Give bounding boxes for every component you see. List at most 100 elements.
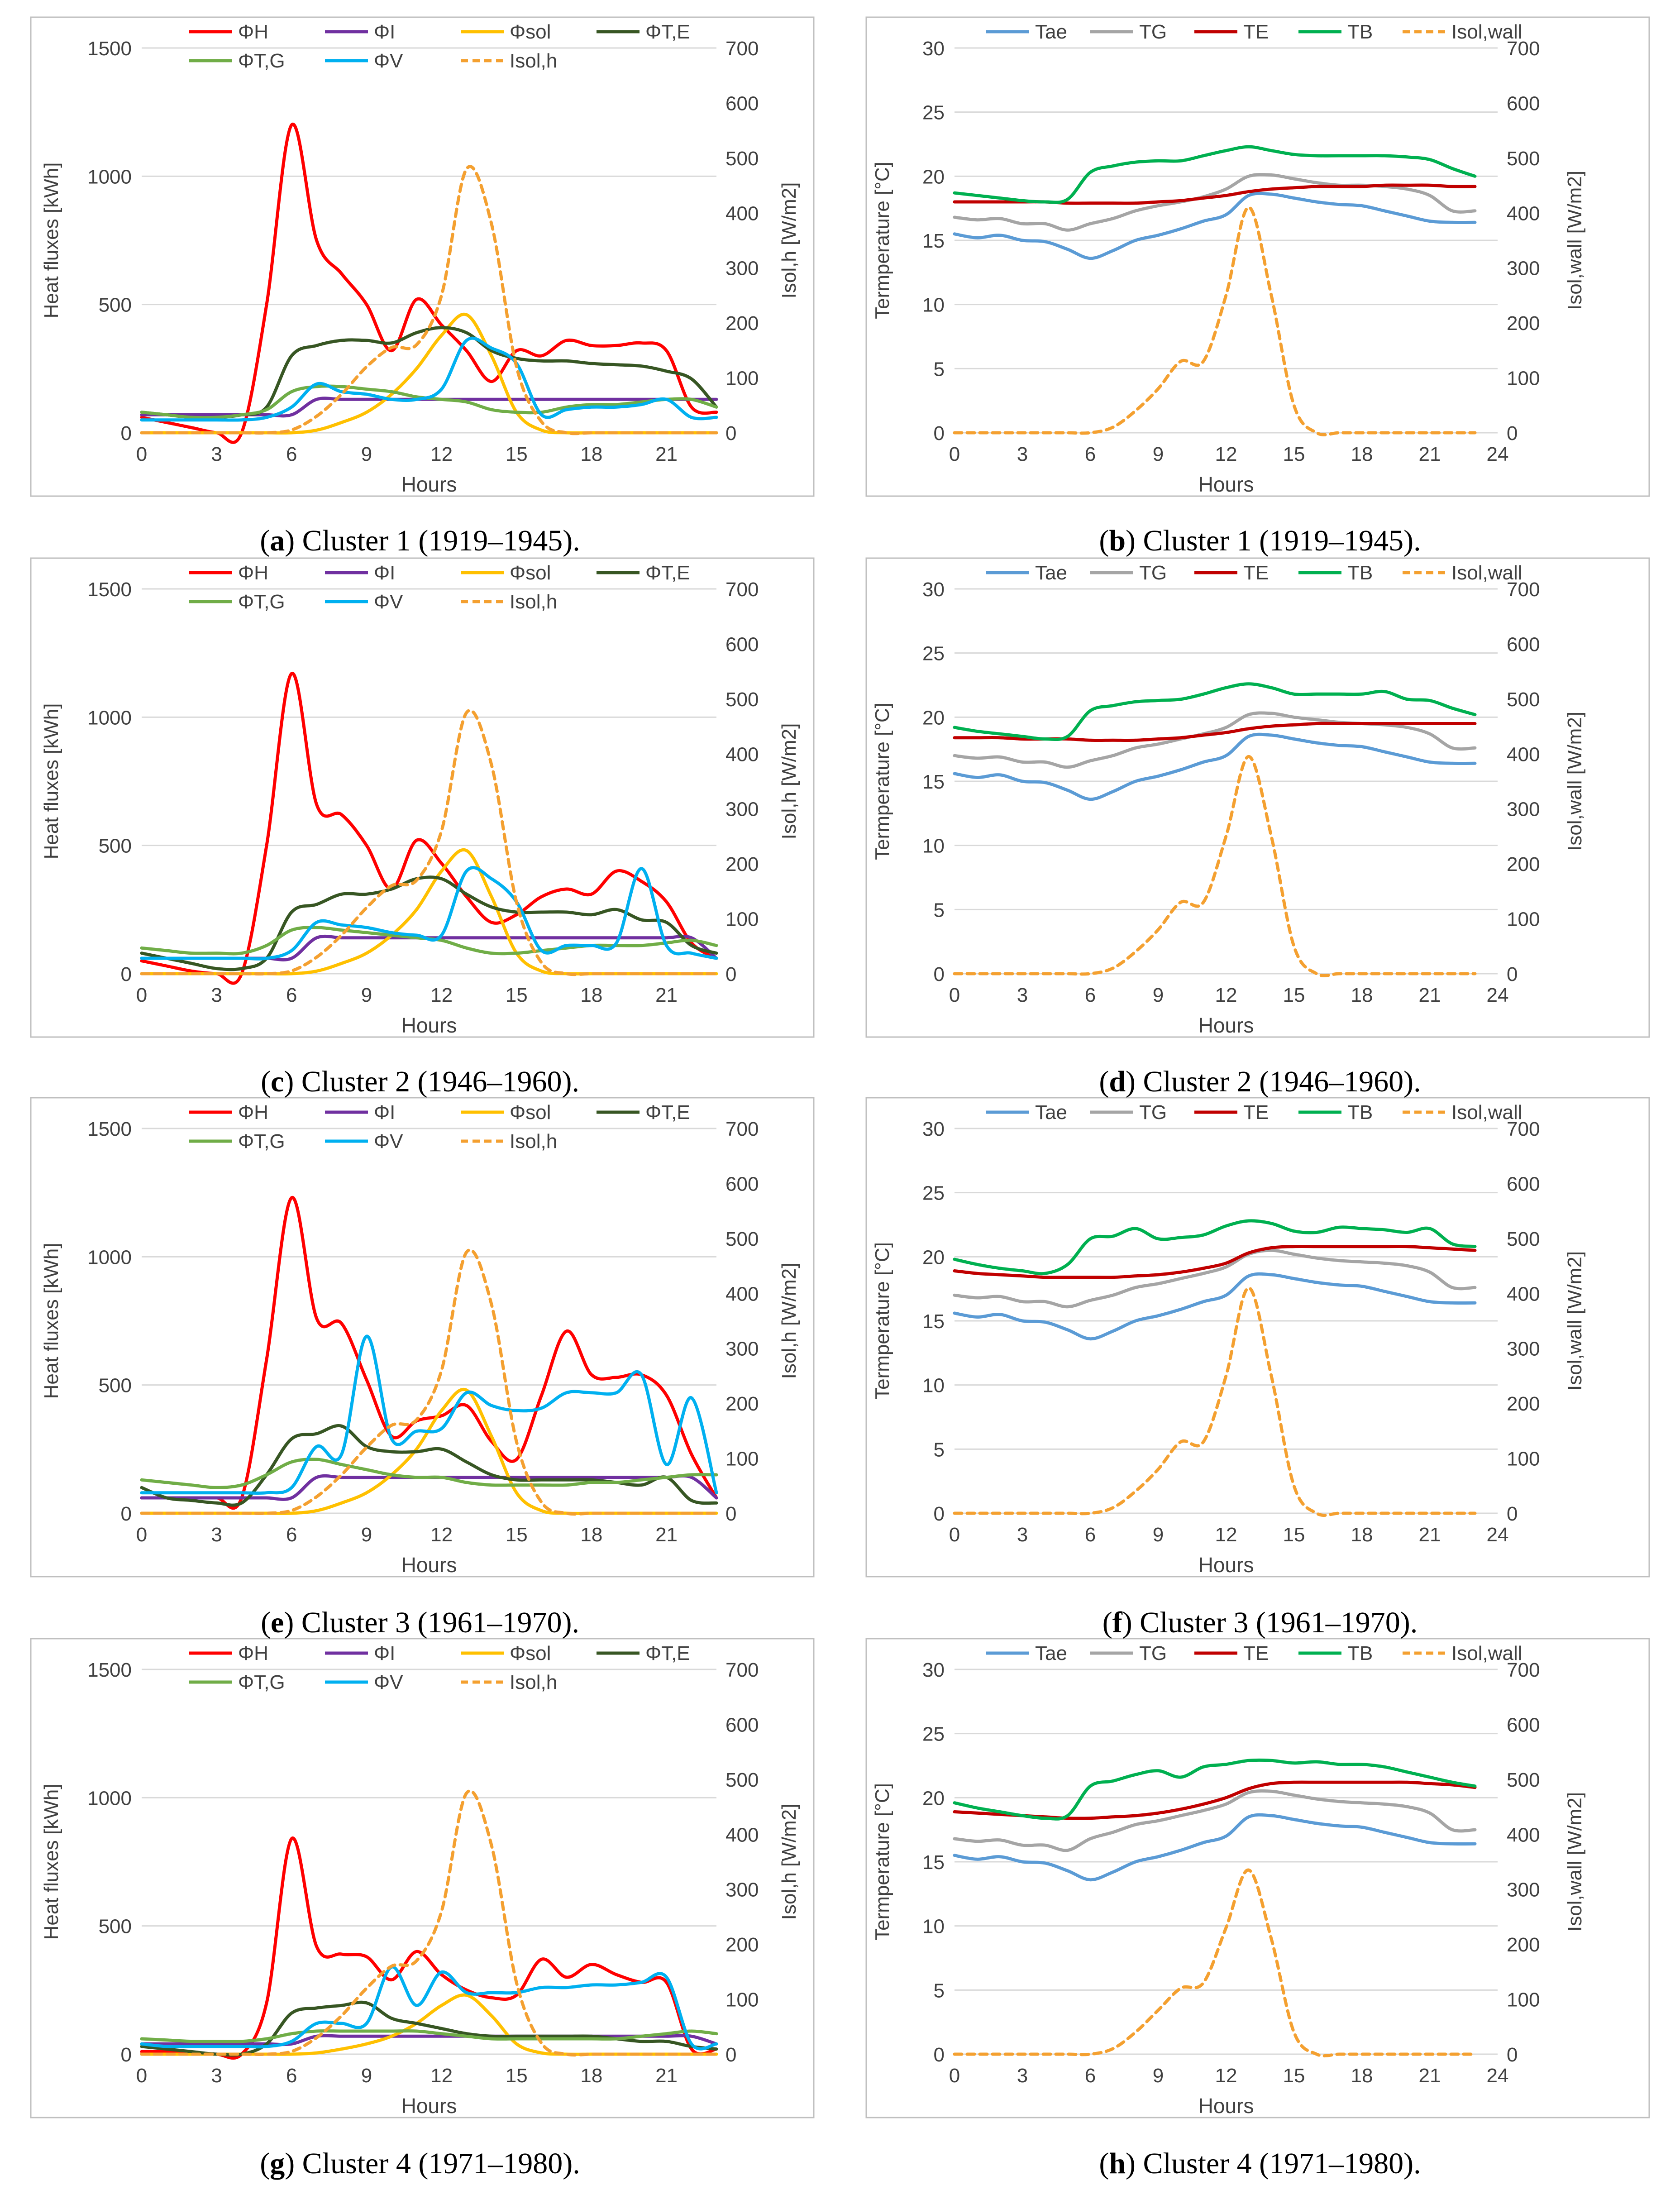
- series-line-TE: [953, 1244, 1477, 1279]
- legend-label: TE: [1243, 1101, 1269, 1124]
- x-tick-label: 12: [430, 984, 453, 1006]
- chart-panel-c: 0 500 1000 1500 0 100 200 300 400 500 600 700 0 3 6 9 12…: [30, 557, 815, 1038]
- y-axis-label: Heat fluxes [kWh]: [40, 1784, 62, 1940]
- x-tick-label: 12: [430, 2065, 453, 2087]
- series-line-TB: [953, 1758, 1477, 1821]
- series-line-Isol: [140, 165, 718, 435]
- y-tick-label: 5: [934, 899, 945, 921]
- caption-f: (f) Cluster 3 (1961‒1970).: [1102, 1606, 1418, 1639]
- y2-tick-label: 700: [1507, 1118, 1540, 1140]
- x-tick-label: 9: [361, 443, 372, 465]
- y2-tick-label: 0: [1507, 963, 1518, 985]
- y-tick-label: 500: [99, 835, 132, 857]
- x-axis-label: Hours: [401, 2094, 457, 2118]
- x-tick-label: 21: [1419, 1524, 1441, 1546]
- y-axis-label: Heat fluxes [kWh]: [40, 163, 62, 319]
- legend-label: ΦI: [374, 1642, 395, 1664]
- y2-tick-label: 300: [725, 1879, 759, 1901]
- y2-axis-label: Isol,wall [W/m2]: [1564, 1251, 1586, 1391]
- y2-tick-label: 500: [725, 1769, 759, 1791]
- y2-tick-label: 200: [725, 1934, 759, 1956]
- x-tick-label: 15: [506, 443, 528, 465]
- y2-tick-label: 300: [1507, 798, 1540, 821]
- legend-label: TE: [1243, 562, 1269, 584]
- y2-tick-label: 300: [1507, 258, 1540, 280]
- series-line-Isol: [140, 1248, 718, 1516]
- caption-letter: a: [270, 524, 285, 557]
- y2-tick-label: 700: [725, 579, 759, 601]
- y2-tick-label: 400: [1507, 743, 1540, 765]
- y2-tick-label: 600: [1507, 633, 1540, 655]
- series-line-Tae: [953, 732, 1477, 801]
- panel-frame: [865, 557, 1650, 1038]
- legend-label: Isol,h: [510, 1130, 557, 1152]
- y2-tick-label: 500: [1507, 148, 1540, 170]
- y2-tick-label: 400: [725, 1283, 759, 1305]
- y-tick-label: 0: [121, 963, 132, 985]
- x-tick-label: 15: [506, 1524, 528, 1546]
- legend-label: Isol,h: [510, 591, 557, 613]
- y-tick-label: 1500: [87, 38, 132, 60]
- y2-tick-label: 500: [1507, 1228, 1540, 1250]
- series-line-TB: [953, 1219, 1477, 1276]
- y2-tick-label: 600: [725, 92, 759, 115]
- legend-label: TE: [1243, 21, 1269, 43]
- legend-label: ΦV: [374, 1671, 403, 1693]
- panel-frame: [30, 16, 815, 497]
- panel-frame: [30, 1097, 815, 1578]
- series-line-PhiV: [140, 1965, 718, 2051]
- y2-tick-label: 600: [725, 633, 759, 655]
- caption-letter: h: [1109, 2147, 1126, 2180]
- legend-label: Φsol: [510, 1101, 551, 1124]
- legend-label: TG: [1139, 1642, 1167, 1664]
- x-tick-label: 0: [949, 1524, 960, 1546]
- x-tick-label: 24: [1487, 984, 1509, 1006]
- y2-tick-label: 100: [1507, 368, 1540, 390]
- legend-label: TB: [1347, 1642, 1373, 1664]
- y2-tick-label: 100: [725, 1989, 759, 2011]
- x-axis-label: Hours: [401, 1553, 457, 1577]
- caption-a: (a) Cluster 1 (1919‒1945).: [260, 524, 580, 557]
- legend-label: ΦT,G: [238, 591, 285, 613]
- y2-tick-label: 300: [725, 258, 759, 280]
- legend-label: TG: [1139, 562, 1167, 584]
- y2-tick-label: 700: [725, 1118, 759, 1140]
- y2-tick-label: 300: [1507, 1879, 1540, 1901]
- x-axis-label: Hours: [1198, 1014, 1254, 1037]
- y-tick-label: 1500: [87, 1659, 132, 1681]
- y-tick-label: 15: [922, 771, 945, 793]
- caption-g: (g) Cluster 4 (1971‒1980).: [260, 2147, 580, 2180]
- x-tick-label: 12: [1215, 443, 1237, 465]
- caption-text: Cluster 1 (1919‒1945).: [295, 524, 580, 557]
- y-tick-label: 0: [934, 963, 945, 985]
- y-tick-label: 25: [922, 643, 945, 665]
- series-line-Tae: [953, 1813, 1477, 1882]
- y2-tick-label: 200: [725, 1393, 759, 1415]
- y2-tick-label: 100: [1507, 1448, 1540, 1470]
- caption-h: (h) Cluster 4 (1971‒1980).: [1099, 2147, 1421, 2180]
- x-tick-label: 12: [1215, 2065, 1237, 2087]
- y2-tick-label: 700: [725, 38, 759, 60]
- caption-c: (c) Cluster 2 (1946‒1960).: [261, 1065, 579, 1098]
- y-tick-label: 1000: [87, 166, 132, 188]
- series-line-Isol: [140, 708, 718, 976]
- y2-axis-label: Isol,h [W/m2]: [778, 1263, 800, 1379]
- caption-e: (e) Cluster 3 (1961‒1970).: [261, 1606, 579, 1639]
- series-line-PhiV: [140, 336, 718, 422]
- y2-tick-label: 100: [1507, 1989, 1540, 2011]
- x-tick-label: 18: [1351, 984, 1373, 1006]
- x-axis-label: Hours: [1198, 1553, 1254, 1577]
- legend-label: ΦT,E: [645, 562, 690, 584]
- series-line-PhiTG: [140, 2029, 718, 2043]
- y2-tick-label: 500: [725, 148, 759, 170]
- x-tick-label: 6: [286, 443, 297, 465]
- y2-tick-label: 0: [725, 2044, 736, 2066]
- y2-tick-label: 0: [1507, 422, 1518, 445]
- x-tick-label: 18: [1351, 1524, 1373, 1546]
- y2-tick-label: 200: [1507, 1393, 1540, 1415]
- y2-tick-label: 700: [1507, 579, 1540, 601]
- series-line-TB: [953, 145, 1477, 204]
- series-line-PhiH: [140, 1196, 718, 1510]
- caption-text: Cluster 3 (1961‒1970).: [294, 1606, 579, 1639]
